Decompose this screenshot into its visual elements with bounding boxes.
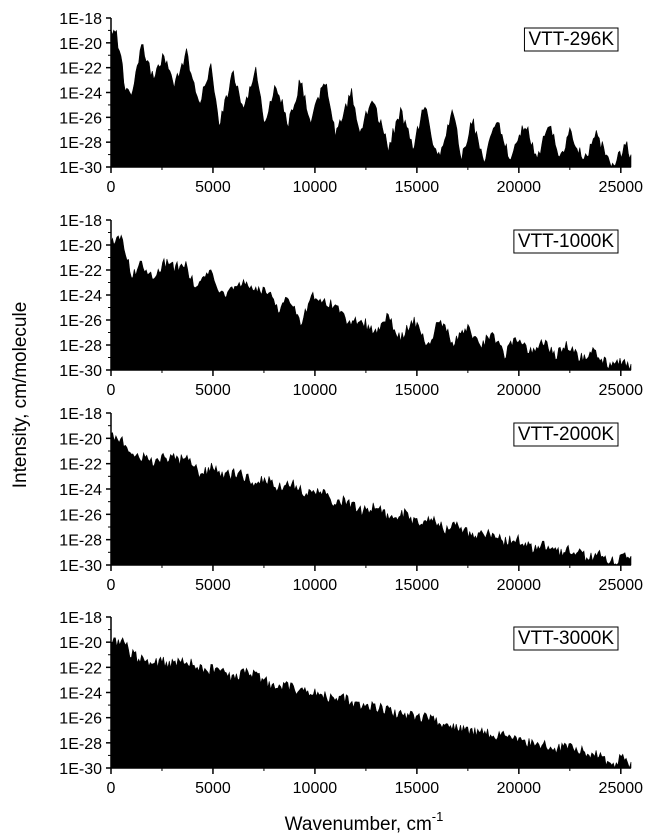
x-tick-label: 15000	[395, 577, 440, 594]
panel-label: VTT-1000K	[518, 231, 614, 252]
y-tick-label: 1E-18	[59, 610, 102, 627]
x-tick-label: 25000	[599, 382, 644, 399]
y-tick-label: 1E-22	[59, 61, 102, 78]
spectrum-area	[110, 432, 632, 566]
y-tick-label: 1E-30	[59, 363, 102, 380]
x-tick-label: 15000	[395, 780, 440, 797]
y-tick-label: 1E-18	[59, 406, 102, 423]
y-tick-label: 1E-30	[59, 558, 102, 575]
chart-panel-3: 1E-18 1E-20 1E-22 1E-24 1E-26 1E-28 1E-30 0 5000…	[59, 406, 643, 594]
panel-label: VTT-2000K	[518, 424, 614, 445]
y-tick-label: 1E-18	[59, 213, 102, 230]
panel-label-box	[513, 422, 619, 447]
y-tick-label: 1E-22	[59, 263, 102, 280]
x-tick-label: 0	[107, 382, 116, 399]
x-axis-title: Wavenumber, cm-1	[285, 809, 444, 835]
panel-label: VTT-3000K	[518, 628, 614, 649]
x-tick-label: 20000	[497, 577, 542, 594]
y-tick-label: 1E-28	[59, 338, 102, 355]
panels: 1E-18 1E-20 1E-22 1E-24 1E-26 1E-28 1E-30 0 5000…	[59, 11, 643, 797]
x-tick-label: 0	[107, 179, 116, 196]
chart-panel-4: 1E-18 1E-20 1E-22 1E-24 1E-26 1E-28 1E-30 0 5000…	[59, 610, 643, 797]
spectrum-area	[110, 234, 632, 371]
y-tick-label: 1E-22	[59, 457, 102, 474]
x-tick-label: 0	[107, 577, 116, 594]
y-tick-label: 1E-24	[59, 288, 102, 305]
x-tick-label: 5000	[195, 780, 231, 797]
y-tick-label: 1E-18	[59, 11, 102, 28]
x-tick-label: 25000	[599, 179, 644, 196]
x-tick-label: 0	[107, 780, 116, 797]
x-tick-label: 25000	[599, 780, 644, 797]
x-tick-label: 5000	[195, 382, 231, 399]
y-tick-label: 1E-22	[59, 660, 102, 677]
y-tick-label: 1E-20	[59, 431, 102, 448]
y-tick-label: 1E-26	[59, 110, 102, 127]
panel-label: VTT-296K	[528, 29, 614, 50]
panel-label-box	[523, 27, 619, 52]
x-tick-label: 20000	[497, 780, 542, 797]
y-tick-label: 1E-26	[59, 711, 102, 728]
x-tick-label: 10000	[293, 382, 338, 399]
x-axis-title-sup: -1	[432, 809, 444, 824]
y-tick-label: 1E-26	[59, 313, 102, 330]
panel-label-box	[513, 626, 619, 651]
spectrum-area	[110, 637, 632, 770]
y-tick-label: 1E-28	[59, 533, 102, 550]
y-tick-label: 1E-26	[59, 507, 102, 524]
panel-label-box	[513, 229, 619, 254]
y-tick-label: 1E-30	[59, 160, 102, 177]
y-tick-label: 1E-24	[59, 482, 102, 499]
x-tick-label: 15000	[395, 382, 440, 399]
y-axis-title: Intensity, cm/molecule	[10, 302, 31, 489]
x-axis-title-main: Wavenumber, cm	[285, 814, 432, 835]
x-tick-label: 25000	[599, 577, 644, 594]
y-tick-label: 1E-28	[59, 135, 102, 152]
chart-panel-1: 1E-18 1E-20 1E-22 1E-24 1E-26 1E-28 1E-30 0 5000…	[59, 11, 643, 196]
y-tick-label: 1E-20	[59, 238, 102, 255]
spectrum-area	[110, 29, 632, 168]
x-tick-label: 5000	[195, 577, 231, 594]
x-tick-label: 20000	[497, 382, 542, 399]
y-tick-label: 1E-30	[59, 761, 102, 778]
y-tick-label: 1E-20	[59, 635, 102, 652]
y-tick-label: 1E-28	[59, 736, 102, 753]
y-tick-label: 1E-20	[59, 36, 102, 53]
x-tick-label: 10000	[293, 780, 338, 797]
x-tick-label: 10000	[293, 577, 338, 594]
x-tick-label: 20000	[497, 179, 542, 196]
x-tick-label: 5000	[195, 179, 231, 196]
y-tick-label: 1E-24	[59, 86, 102, 103]
x-tick-label: 15000	[395, 179, 440, 196]
y-tick-label: 1E-24	[59, 686, 102, 703]
chart-panel-2: 1E-18 1E-20 1E-22 1E-24 1E-26 1E-28 1E-30 0 5000…	[59, 213, 643, 399]
x-tick-label: 10000	[293, 179, 338, 196]
